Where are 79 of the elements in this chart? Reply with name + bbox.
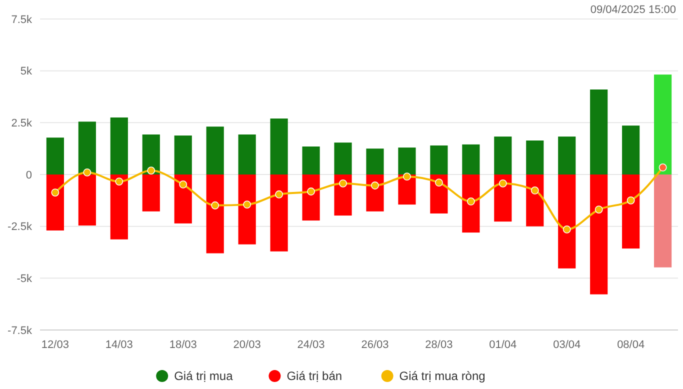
point [498, 179, 507, 188]
x-tick-label: 14/03 [105, 339, 133, 351]
point [51, 188, 60, 196]
bar [334, 174, 352, 216]
y-tick-label: -5k [16, 273, 32, 286]
x-tick-label: 03/04 [553, 339, 581, 351]
x-tick-label: 08/04 [617, 339, 645, 351]
y-tick-label: 5k [20, 66, 32, 78]
point [275, 190, 284, 198]
bar [526, 140, 544, 174]
bar [462, 144, 480, 174]
bar [462, 174, 480, 233]
x-tick-label: 18/03 [169, 339, 197, 351]
point [115, 178, 124, 186]
y-tick-label: -7.5k [8, 324, 32, 337]
bar [622, 174, 640, 249]
bar [654, 74, 672, 174]
bar [430, 145, 448, 174]
bar [46, 138, 64, 174]
bar [174, 136, 192, 174]
bar [590, 174, 608, 294]
legend-label: Giá trị mua [174, 369, 234, 384]
bar [622, 126, 640, 174]
point [466, 197, 475, 206]
bar [238, 174, 256, 244]
x-tick-label: 28/03 [425, 339, 453, 351]
x-tick-label: 24/03 [297, 339, 325, 351]
bar [366, 174, 384, 212]
bar [526, 174, 544, 226]
point [243, 200, 252, 209]
y-tick-label: 0 [26, 169, 32, 182]
bar [302, 174, 320, 221]
x-tick-label: 12/03 [41, 339, 69, 351]
point [147, 166, 156, 175]
bar [78, 122, 96, 174]
bar [142, 134, 160, 174]
bar [270, 174, 288, 252]
bar [366, 148, 384, 174]
point [307, 188, 315, 196]
legend-label: Giá trị mua ròng [399, 369, 486, 384]
bar [494, 136, 512, 174]
point [434, 178, 443, 187]
y-tick-label: 7.5k [11, 14, 32, 26]
bar [206, 126, 224, 174]
point [179, 180, 188, 188]
bar [558, 174, 576, 268]
bar [174, 174, 192, 224]
x-tick-label: 20/03 [233, 339, 261, 351]
x-tick-label: 26/03 [361, 339, 389, 351]
y-tick-label: 2.5k [11, 118, 32, 130]
bar [398, 148, 416, 174]
bar [238, 134, 256, 174]
bar [334, 142, 352, 174]
bar [654, 174, 672, 268]
bar [270, 118, 288, 174]
y-tick-label: -2.5k [8, 221, 32, 234]
point [339, 179, 347, 188]
text: 09/04/2025 15:00 [590, 4, 676, 16]
point [211, 201, 220, 210]
point [371, 182, 379, 190]
point [403, 172, 411, 181]
legend-label: Giá trị bán [286, 369, 342, 384]
x-tick-label: 01/04 [489, 339, 517, 351]
bar [494, 174, 512, 222]
bar [558, 136, 576, 174]
bar [110, 174, 128, 240]
bar [78, 174, 96, 226]
bar [46, 174, 64, 230]
point [83, 168, 92, 176]
bar [142, 174, 160, 212]
point [626, 196, 635, 204]
point [562, 225, 571, 234]
bar [302, 146, 320, 174]
point [594, 206, 603, 214]
point [658, 163, 667, 172]
point [530, 186, 539, 194]
bar [110, 117, 128, 174]
bar [590, 89, 608, 174]
bar [206, 174, 224, 254]
